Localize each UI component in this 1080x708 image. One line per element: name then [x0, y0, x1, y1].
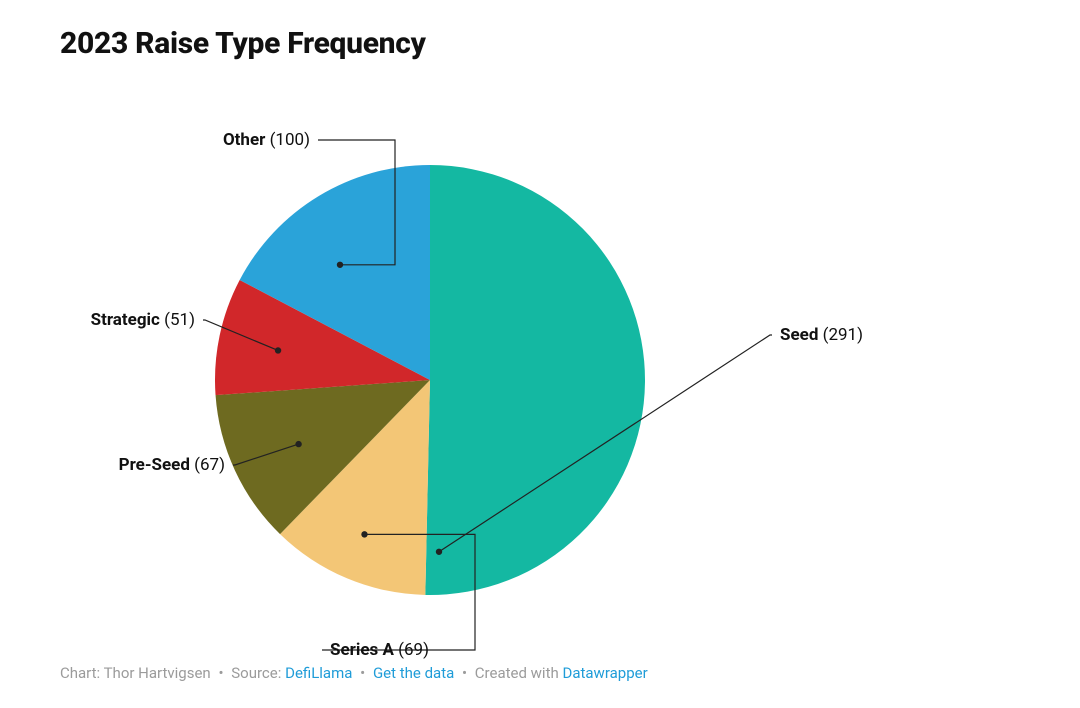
footer-source-link[interactable]: DefiLlama	[285, 664, 352, 682]
leader-dot	[295, 441, 301, 447]
footer-get-data-link[interactable]: Get the data	[373, 664, 454, 682]
slice-label-pre-seed: Pre-Seed (67)	[119, 455, 225, 475]
pie-chart: Seed (291) Series A (69) Pre-Seed (67) Stra…	[0, 0, 1080, 708]
slice-label-seed: Seed (291)	[780, 325, 863, 345]
footer-source-label: Source:	[231, 664, 281, 682]
slice-label-series-a: Series A (69)	[330, 640, 429, 660]
footer-datawrapper-link[interactable]: Datawrapper	[562, 664, 647, 682]
footer-separator: •	[360, 664, 365, 682]
slice-label-strategic: Strategic (51)	[91, 310, 195, 330]
chart-footer: Chart: Thor Hartvigsen • Source: DefiLla…	[60, 664, 648, 682]
footer-separator: •	[218, 664, 223, 682]
slice-label-other: Other (100)	[223, 130, 310, 150]
pie-slice-seed[interactable]	[425, 165, 645, 595]
footer-author: Chart: Thor Hartvigsen	[60, 664, 211, 682]
footer-separator: •	[462, 664, 467, 682]
footer-created-with: Created with	[475, 664, 559, 682]
